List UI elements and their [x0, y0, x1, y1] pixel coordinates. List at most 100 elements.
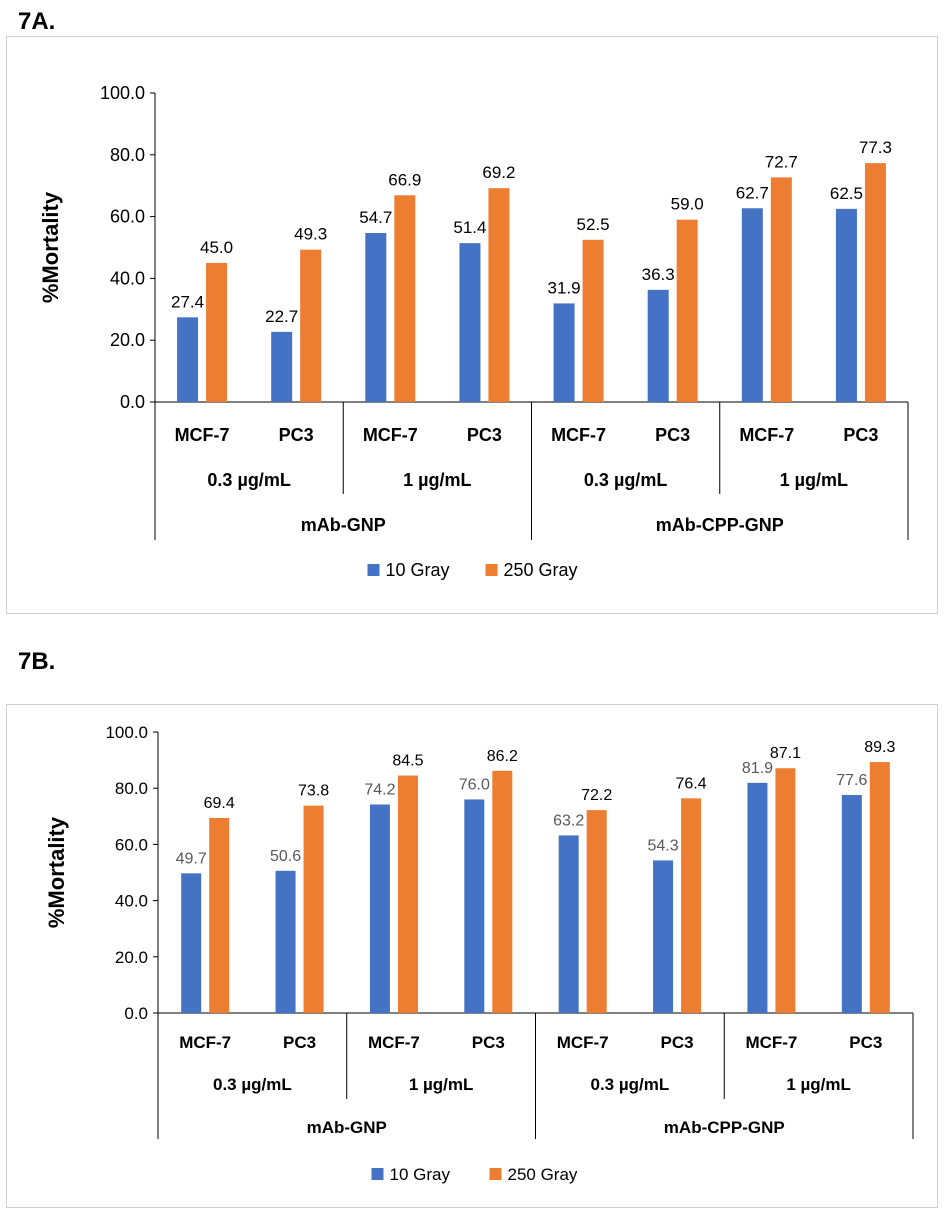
data-label-250-gray: 69.2	[482, 163, 515, 182]
bar-10-gray	[181, 873, 202, 1013]
data-label-250-gray: 76.4	[675, 775, 706, 792]
data-label-250-gray: 72.7	[765, 152, 798, 171]
y-tick-label: 0.0	[120, 392, 145, 412]
bar-250-gray	[206, 262, 228, 402]
bar-10-gray	[558, 835, 579, 1013]
y-tick-label: 40.0	[110, 268, 145, 288]
x-concentration-label: 0.3 µg/mL	[584, 470, 667, 490]
x-category-label: PC3	[472, 1033, 505, 1052]
data-label-250-gray: 77.3	[859, 138, 892, 157]
bar-250-gray	[869, 762, 890, 1013]
bar-250-gray	[582, 239, 604, 402]
y-tick-label: 20.0	[115, 948, 148, 967]
y-tick-label: 20.0	[110, 330, 145, 350]
y-axis-title: %Mortality	[38, 191, 63, 303]
bar-250-gray	[300, 249, 322, 402]
x-group-label: mAb-CPP-GNP	[656, 515, 784, 535]
x-group-label: mAb-CPP-GNP	[664, 1118, 785, 1137]
x-category-label: PC3	[661, 1033, 694, 1052]
bar-10-gray	[271, 331, 293, 402]
x-category-label: MCF-7	[745, 1033, 797, 1052]
x-category-label: MCF-7	[368, 1033, 420, 1052]
bar-250-gray	[488, 188, 510, 402]
data-label-250-gray: 66.9	[388, 170, 421, 189]
data-label-250-gray: 52.5	[577, 215, 610, 234]
y-tick-label: 0.0	[124, 1004, 148, 1023]
data-label-10-gray: 27.4	[171, 292, 204, 311]
y-axis-title: %Mortality	[44, 816, 69, 928]
x-concentration-label: 1 µg/mL	[786, 1075, 851, 1094]
bar-10-gray	[841, 794, 862, 1013]
data-label-250-gray: 49.3	[294, 225, 327, 244]
legend-250-gray-label: 250 Gray	[508, 1165, 578, 1184]
bar-250-gray	[864, 163, 886, 402]
data-label-250-gray: 89.3	[864, 739, 895, 756]
x-category-label: PC3	[279, 425, 314, 445]
data-label-250-gray: 45.0	[200, 238, 233, 257]
x-category-label: MCF-7	[179, 1033, 231, 1052]
legend-10-gray-label: 10 Gray	[386, 560, 450, 580]
x-concentration-label: 1 µg/mL	[409, 1075, 474, 1094]
x-concentration-label: 1 µg/mL	[403, 470, 471, 490]
legend-10-gray-label: 10 Gray	[390, 1165, 451, 1184]
data-label-10-gray: 62.7	[736, 183, 769, 202]
data-label-10-gray: 31.9	[548, 278, 581, 297]
bar-10-gray	[365, 232, 387, 402]
data-label-10-gray: 62.5	[830, 184, 863, 203]
data-label-250-gray: 59.0	[671, 195, 704, 214]
data-label-250-gray: 86.2	[487, 748, 518, 765]
bar-10-gray	[747, 782, 768, 1013]
data-label-10-gray: 54.3	[647, 837, 678, 854]
bar-250-gray	[681, 798, 702, 1013]
bar-10-gray	[653, 860, 674, 1013]
data-label-10-gray: 77.6	[836, 772, 867, 789]
y-tick-label: 80.0	[110, 145, 145, 165]
bar-10-gray	[835, 208, 857, 402]
x-category-label: PC3	[467, 425, 502, 445]
bar-250-gray	[394, 195, 416, 402]
legend-250-gray-swatch	[485, 564, 498, 576]
x-category-label: PC3	[843, 425, 878, 445]
bar-250-gray	[303, 805, 324, 1013]
x-category-label: MCF-7	[739, 425, 794, 445]
bar-10-gray	[647, 289, 669, 402]
x-category-label: MCF-7	[175, 425, 230, 445]
data-label-10-gray: 50.6	[270, 848, 301, 865]
x-concentration-label: 0.3 µg/mL	[590, 1075, 669, 1094]
legend-10-gray-swatch	[367, 564, 380, 576]
data-label-250-gray: 72.2	[581, 787, 612, 804]
data-label-10-gray: 74.2	[364, 781, 395, 798]
x-category-label: PC3	[655, 425, 690, 445]
data-label-250-gray: 87.1	[770, 745, 801, 762]
y-tick-label: 60.0	[115, 835, 148, 854]
bar-250-gray	[676, 219, 698, 402]
y-tick-label: 100.0	[100, 83, 145, 103]
y-tick-label: 60.0	[110, 207, 145, 227]
bar-250-gray	[209, 817, 230, 1013]
data-label-10-gray: 22.7	[265, 307, 298, 326]
data-label-10-gray: 76.0	[459, 776, 490, 793]
bar-250-gray	[586, 810, 607, 1013]
bar-10-gray	[553, 303, 575, 402]
panel-label-7a: 7A.	[18, 8, 56, 35]
bar-250-gray	[770, 177, 792, 402]
legend-250-gray-label: 250 Gray	[504, 560, 578, 580]
x-category-label: MCF-7	[551, 425, 606, 445]
y-tick-label: 100.0	[105, 723, 148, 742]
bar-10-gray	[741, 208, 763, 402]
legend-10-gray-swatch	[371, 1168, 384, 1180]
x-concentration-label: 0.3 µg/mL	[207, 470, 290, 490]
x-category-label: PC3	[283, 1033, 316, 1052]
panel-label-7b: 7B.	[18, 648, 56, 675]
bar-10-gray	[369, 804, 390, 1013]
data-label-250-gray: 73.8	[298, 783, 329, 800]
legend-250-gray-swatch	[489, 1168, 502, 1180]
bar-10-gray	[177, 317, 199, 402]
x-concentration-label: 1 µg/mL	[780, 470, 848, 490]
x-category-label: MCF-7	[557, 1033, 609, 1052]
bar-250-gray	[775, 768, 796, 1013]
bar-250-gray	[397, 775, 418, 1013]
data-label-10-gray: 51.4	[453, 218, 486, 237]
